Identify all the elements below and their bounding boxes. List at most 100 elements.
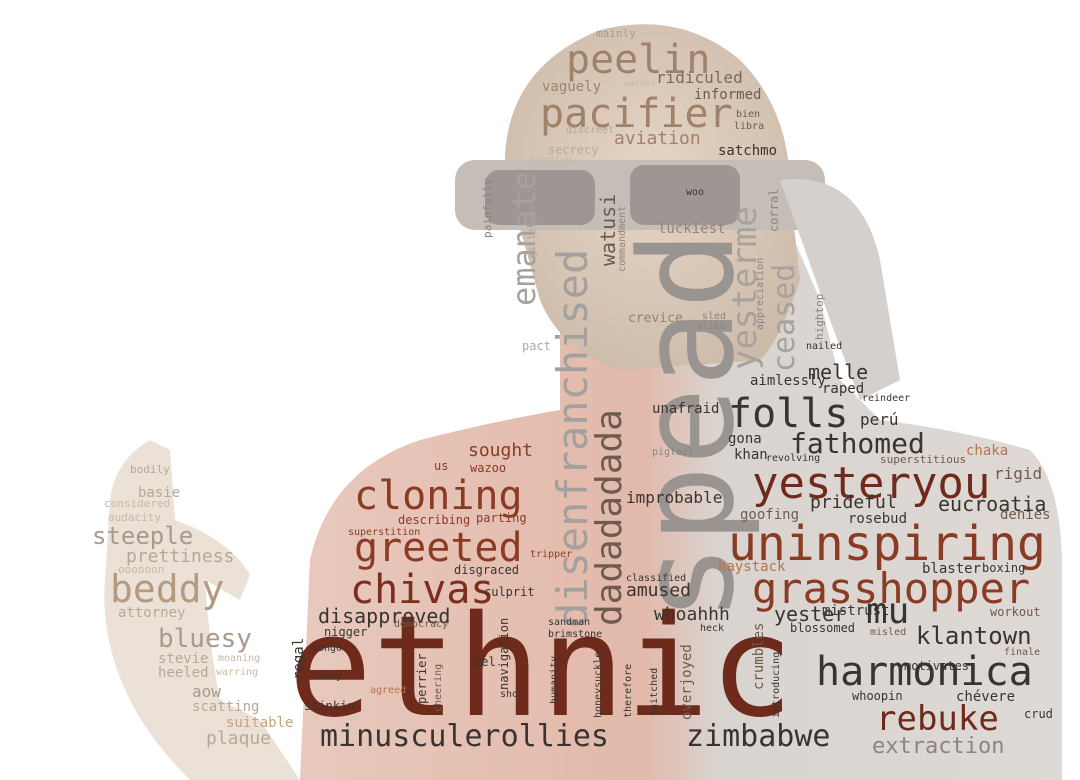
word-whoahhh: whoahhh	[654, 604, 730, 625]
word-minusculerollies: minusculerollies	[320, 719, 609, 754]
word-agreed: agreed	[370, 685, 407, 696]
word-scatting: scatting	[192, 699, 260, 715]
word-yester: yester	[774, 602, 847, 626]
word-vaguely: vaguely	[542, 79, 602, 95]
word-heeled: heeled	[158, 665, 209, 681]
torso-shape	[300, 150, 1062, 780]
word-mu: mu	[866, 591, 910, 632]
word-brimstone: brimstone	[548, 629, 603, 640]
hand-shape	[104, 440, 301, 780]
word-suitable: suitable	[226, 715, 294, 731]
word-therefore: therefore	[623, 663, 634, 718]
word-mistrust: mistrust	[822, 603, 890, 619]
word-parting: parting	[476, 511, 527, 525]
word-rebuke: rebuke	[876, 699, 999, 739]
word-hightop: hightop	[813, 293, 826, 340]
word-plaque: plaque	[206, 728, 272, 749]
word-bongo: bongo	[312, 643, 343, 654]
word-folls: folls	[728, 391, 849, 437]
word-sled: sled	[702, 311, 727, 322]
word-denies: denies	[1000, 507, 1051, 523]
word-watusi: watusi	[596, 193, 620, 266]
word-peru: perú	[860, 410, 899, 429]
word-cloning: cloning	[354, 473, 523, 519]
word-sandman: sandman	[548, 617, 591, 628]
word-workout: workout	[990, 605, 1041, 619]
word-eucroatia: eucroatia	[938, 492, 1047, 516]
word-chivas: chivas	[350, 567, 495, 613]
word-harmonica: harmonica	[816, 649, 1033, 695]
word-secrecy: secrecy	[548, 143, 599, 157]
word-chevere: chévere	[956, 689, 1016, 705]
word-prettiness: prettiness	[126, 546, 235, 567]
word-dadadadada: dadadadada	[589, 409, 630, 626]
word-raped: raped	[822, 381, 865, 397]
word-luckiest: luckiest	[658, 221, 726, 237]
word-nigger: nigger	[324, 625, 368, 639]
word-sought: sought	[468, 440, 534, 461]
word-ooooon: oooooon	[118, 563, 165, 576]
word-regal: regal	[291, 637, 307, 680]
word-tripper: tripper	[530, 549, 573, 560]
word-goofing: goofing	[740, 507, 800, 523]
word-pacifier: pacifier	[540, 91, 733, 137]
word-warner: warner	[624, 79, 657, 89]
word-disenfranchised: disenfranchised	[548, 248, 597, 628]
word-warring: warring	[216, 667, 259, 678]
word-overjoyed: overjoyed	[679, 644, 695, 720]
word-gillespie: gillespie	[527, 203, 538, 258]
word-suzy: suzy	[318, 671, 343, 682]
word-whoopin: whoopin	[852, 689, 903, 703]
word-rosebud: rosebud	[848, 511, 908, 527]
word-bodily: bodily	[130, 463, 170, 476]
word-snitched: snitched	[649, 667, 660, 716]
word-libra: libra	[734, 121, 765, 132]
word-amused: amused	[626, 580, 692, 601]
word-uninspiring: uninspiring	[728, 516, 1046, 572]
word-superstition: superstition	[348, 527, 421, 538]
word-melle: melle	[808, 360, 869, 384]
word-honeysuckle: honeysuckle	[593, 651, 604, 718]
braids-shape	[780, 179, 900, 400]
word-revolving: revolving	[766, 453, 821, 464]
word-klantown: klantown	[916, 622, 1032, 650]
word-mel: mel	[474, 655, 496, 669]
word-crumbles: crumbles	[751, 622, 767, 690]
word-woo: woo	[686, 187, 705, 198]
word-khan: khan	[734, 447, 768, 463]
word-beddy: beddy	[110, 567, 225, 611]
word-classified: classified	[626, 573, 687, 584]
word-navigation: navigation	[497, 617, 511, 690]
word-fathomed: fathomed	[790, 427, 925, 460]
word-attorney: attorney	[118, 605, 186, 621]
word-moaning: moaning	[218, 653, 261, 664]
word-considered: considered	[104, 497, 171, 510]
word-ridiculed: ridiculed	[656, 68, 743, 87]
word-ceased: ceased	[767, 263, 802, 372]
word-steeple: steeple	[92, 522, 194, 550]
word-pact: pact	[522, 339, 551, 353]
word-yesteryou: yesteryou	[752, 458, 991, 509]
word-hoodium: hoodium	[530, 155, 573, 166]
word-satchmo: satchmo	[718, 143, 778, 159]
word-haystack: haystack	[718, 559, 786, 575]
word-bien: bien	[736, 109, 761, 120]
word-boxing: boxing	[982, 561, 1026, 575]
word-mainly: mainly	[596, 27, 636, 40]
word-stevie: stevie	[158, 651, 209, 667]
word-sho: sho	[500, 689, 519, 700]
word-pigtail: pigtail	[652, 447, 695, 458]
word-aimlessly: aimlessly	[750, 373, 826, 389]
word-zimbabwe: zimbabwe	[686, 719, 831, 754]
word-rigid: rigid	[994, 464, 1043, 483]
word-wazoo: wazoo	[470, 461, 507, 475]
word-blossomed: blossomed	[790, 621, 856, 635]
word-nailed: nailed	[806, 341, 843, 352]
word-stinkin: stinkin	[304, 699, 355, 713]
word-perrier: perrier	[415, 653, 429, 704]
word-prideful: prideful	[810, 492, 897, 513]
word-commandment: commandment	[617, 205, 628, 272]
word-peelin: peelin	[566, 37, 711, 83]
